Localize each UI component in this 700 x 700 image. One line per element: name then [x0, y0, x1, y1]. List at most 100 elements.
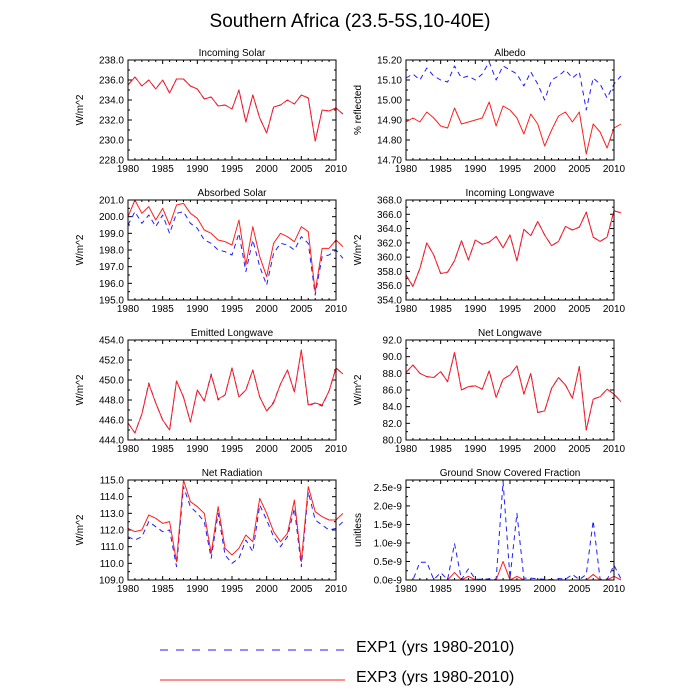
x-tick-label: 2005 — [290, 584, 313, 595]
y-axis-label: W/m^2 — [353, 234, 364, 265]
y-tick-label: 1.0e-9 — [374, 538, 403, 549]
x-tick-label: 2010 — [325, 584, 348, 595]
legend-item-exp3: EXP3 (yrs 1980-2010) — [160, 665, 560, 695]
panel-title: Incoming Longwave — [466, 188, 555, 199]
y-tick-label: 360.0 — [377, 253, 402, 264]
y-tick-label: 356.0 — [377, 281, 402, 292]
panel-title: Net Longwave — [478, 328, 542, 339]
x-tick-label: 1985 — [430, 444, 453, 455]
y-tick-label: 368.0 — [377, 196, 402, 207]
legend-label-exp3: EXP3 (yrs 1980-2010) — [356, 669, 515, 686]
y-tick-label: 230.0 — [99, 136, 124, 147]
x-tick-label: 1990 — [186, 164, 209, 175]
y-tick-label: 238.0 — [99, 56, 124, 67]
y-tick-label: 234.0 — [99, 96, 124, 107]
series-line-exp3 — [405, 352, 622, 431]
x-tick-label: 2005 — [568, 304, 591, 315]
x-tick-label: 1985 — [430, 304, 453, 315]
series-line-exp1 — [127, 211, 344, 296]
y-tick-label: 358.0 — [377, 267, 402, 278]
x-tick-label: 1995 — [499, 444, 522, 455]
x-tick-label: 2000 — [534, 164, 557, 175]
y-tick-label: 1.5e-9 — [374, 520, 403, 531]
y-axis-label: W/m^2 — [75, 94, 86, 125]
panel-incoming-longwave: Incoming Longwave W/m^2 354.0 356.0 358.0 360… — [353, 188, 626, 315]
x-tick-label: 2010 — [603, 304, 626, 315]
y-tick-label: 200.0 — [99, 212, 124, 223]
y-tick-label: 110.0 — [100, 559, 125, 570]
x-tick-label: 1995 — [221, 584, 244, 595]
series-line-exp3 — [405, 101, 622, 155]
x-tick-label: 1985 — [152, 304, 175, 315]
x-tick-label: 1995 — [499, 584, 522, 595]
series-line-exp3 — [405, 210, 622, 287]
legend-swatch-exp3 — [160, 679, 345, 681]
x-tick-label: 1990 — [186, 584, 209, 595]
x-tick-label: 1980 — [395, 444, 418, 455]
x-tick-label: 1990 — [186, 444, 209, 455]
x-tick-label: 1980 — [395, 164, 418, 175]
series-line-exp3 — [406, 560, 622, 581]
series-line-exp3 — [127, 479, 344, 563]
y-tick-label: 364.0 — [377, 224, 402, 235]
y-axis-label: W/m^2 — [75, 234, 86, 265]
legend-swatch-exp1 — [160, 649, 345, 651]
y-tick-label: 199.0 — [99, 229, 124, 240]
x-tick-label: 2010 — [603, 584, 626, 595]
y-tick-label: 198.0 — [99, 246, 124, 257]
y-tick-label: 84.0 — [383, 402, 403, 413]
panel-ground-snow-covered-fraction: Ground Snow Covered Fraction unitless 0.0e… — [353, 468, 626, 595]
y-tick-label: 450.0 — [99, 376, 124, 387]
y-tick-label: 112.0 — [100, 526, 125, 537]
y-tick-label: 82.0 — [383, 419, 403, 430]
panel-absorbed-solar: Absorbed Solar W/m^2 195.0 196.0 197.0 198.0 1… — [75, 188, 348, 315]
y-tick-label: 86.0 — [383, 386, 403, 397]
y-tick-label: 114.0 — [100, 492, 125, 503]
series-line-exp1 — [127, 486, 344, 568]
y-tick-label: 448.0 — [99, 396, 124, 407]
x-tick-label: 2010 — [603, 164, 626, 175]
x-tick-label: 1985 — [152, 584, 175, 595]
y-axis-label: % reflected — [353, 85, 364, 135]
x-tick-label: 2000 — [534, 304, 557, 315]
figure-title: Southern Africa (23.5-5S,10-40E) — [210, 11, 491, 32]
x-tick-label: 1990 — [464, 584, 487, 595]
x-tick-label: 2000 — [256, 304, 279, 315]
series-line-exp3 — [127, 349, 344, 434]
y-tick-label: 88.0 — [383, 369, 403, 380]
x-tick-label: 2010 — [325, 444, 348, 455]
panel-title: Absorbed Solar — [198, 188, 268, 199]
x-tick-label: 2005 — [290, 444, 313, 455]
y-tick-label: 362.0 — [377, 238, 402, 249]
x-tick-label: 1985 — [430, 164, 453, 175]
series-line-exp3 — [127, 199, 344, 293]
x-tick-label: 2000 — [534, 584, 557, 595]
y-tick-label: 0.0e-9 — [374, 576, 403, 587]
y-tick-label: 452.0 — [99, 356, 124, 367]
panel-title: Emitted Longwave — [191, 328, 274, 339]
y-tick-label: 2.5e-9 — [374, 483, 403, 494]
y-tick-label: 109.0 — [99, 576, 124, 587]
y-tick-label: 92.0 — [383, 336, 403, 347]
x-tick-label: 1985 — [430, 584, 453, 595]
y-tick-label: 366.0 — [377, 210, 402, 221]
y-tick-label: 80.0 — [383, 436, 403, 447]
panel-net-longwave: Net Longwave W/m^2 80.0 82.0 84.0 86.0 88.0 90.… — [353, 328, 626, 455]
x-tick-label: 2010 — [325, 164, 348, 175]
y-tick-label: 228.0 — [99, 156, 124, 167]
x-tick-label: 1990 — [464, 444, 487, 455]
panel-incoming-solar: Incoming Solar W/m^2 228.0 230.0 232.0 234.0 2… — [75, 48, 348, 175]
y-axis-label: W/m^2 — [75, 374, 86, 405]
x-tick-label: 2005 — [290, 304, 313, 315]
y-axis-label: W/m^2 — [353, 374, 364, 405]
y-axis-label: unitless — [353, 513, 364, 547]
y-tick-label: 2.0e-9 — [374, 501, 403, 512]
plot-frame — [127, 479, 337, 581]
legend-label-exp1: EXP1 (yrs 1980-2010) — [356, 639, 515, 656]
panel-title: Incoming Solar — [199, 48, 266, 59]
x-tick-label: 2000 — [256, 164, 279, 175]
x-tick-label: 1990 — [464, 304, 487, 315]
y-axis-label: W/m^2 — [75, 514, 86, 545]
x-tick-label: 1990 — [186, 304, 209, 315]
series-line-exp1 — [127, 349, 344, 434]
